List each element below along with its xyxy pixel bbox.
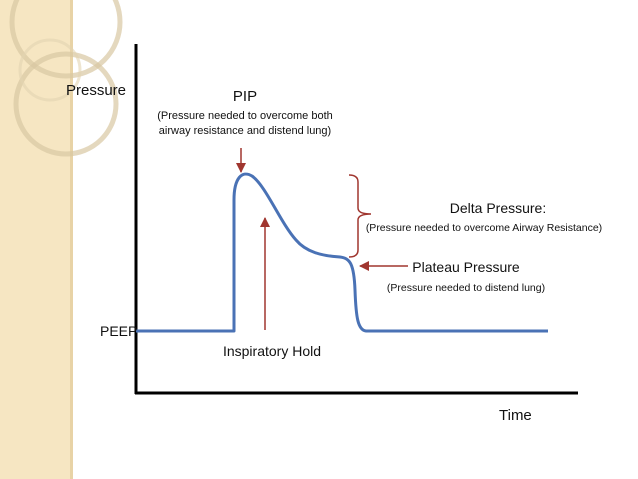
delta-pressure-bracket [348, 174, 372, 258]
pip-description-line2: airway resistance and distend lung) [159, 125, 331, 137]
decorative-side-band [0, 0, 70, 479]
decorative-side-edge [70, 0, 73, 479]
decorative-rings [9, 0, 123, 157]
decorative-ring [18, 38, 82, 102]
plateau-pressure-subtitle: (Pressure needed to distend lung) [387, 282, 545, 294]
x-axis-label: Time [499, 407, 532, 424]
pressure-waveform [136, 172, 548, 333]
delta-pressure-title: Delta Pressure: [450, 200, 546, 216]
delta-pressure-subtitle: (Pressure needed to overcome Airway Resi… [366, 222, 602, 234]
pip-description-line1: (Pressure needed to overcome both [157, 110, 333, 122]
pip-title: PIP [233, 88, 257, 105]
y-axis-label: Pressure [66, 82, 126, 99]
decorative-ring [13, 51, 119, 157]
decorative-ring [9, 0, 123, 79]
plateau-pressure-title: Plateau Pressure [412, 259, 520, 275]
peep-label: PEEP [100, 323, 137, 339]
inspiratory-hold-label: Inspiratory Hold [223, 343, 321, 359]
